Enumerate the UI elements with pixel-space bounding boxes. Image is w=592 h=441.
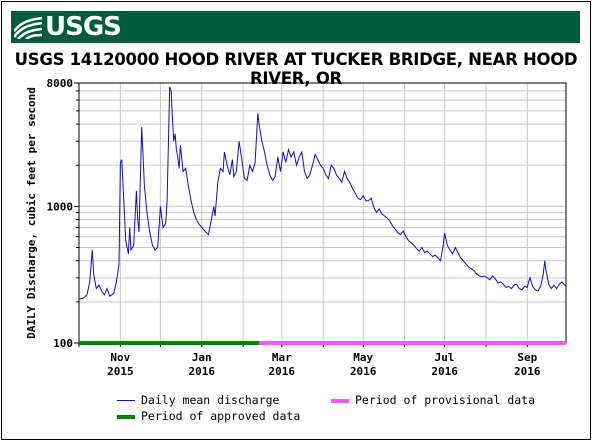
x-tick-label-year: 2016 xyxy=(269,365,296,378)
x-tick-label-year: 2016 xyxy=(189,365,216,378)
y-tick-label: 8000 xyxy=(47,77,74,90)
period-bar xyxy=(79,341,259,345)
legend-label-approved: Period of approved data xyxy=(141,409,300,423)
y-tick-label: 1000 xyxy=(47,200,74,213)
series xyxy=(79,87,566,299)
legend-swatch-discharge xyxy=(117,400,135,401)
grid xyxy=(79,83,566,343)
x-tick-label-month: May xyxy=(353,351,373,364)
x-tick-label-month: Jan xyxy=(192,351,212,364)
approval-periods xyxy=(79,341,566,345)
series-line-daily-mean-discharge xyxy=(79,87,566,299)
x-tick-label-month: Sep xyxy=(517,351,537,364)
y-tick-label: 100 xyxy=(53,337,73,350)
legend-swatch-approved xyxy=(117,415,135,419)
legend-swatch-provisional xyxy=(331,399,349,403)
x-tick-label-month: Nov xyxy=(110,351,130,364)
legend-label-discharge: Daily mean discharge xyxy=(141,393,279,407)
x-tick-label-year: 2016 xyxy=(514,365,541,378)
x-tick-label-year: 2015 xyxy=(107,365,134,378)
x-tick-label-year: 2016 xyxy=(350,365,377,378)
legend-label-provisional: Period of provisional data xyxy=(355,393,535,407)
period-bar xyxy=(259,341,566,345)
x-tick-label-month: Mar xyxy=(272,351,292,364)
x-tick-label-month: Jul xyxy=(435,351,455,364)
x-tick-label-year: 2016 xyxy=(431,365,458,378)
